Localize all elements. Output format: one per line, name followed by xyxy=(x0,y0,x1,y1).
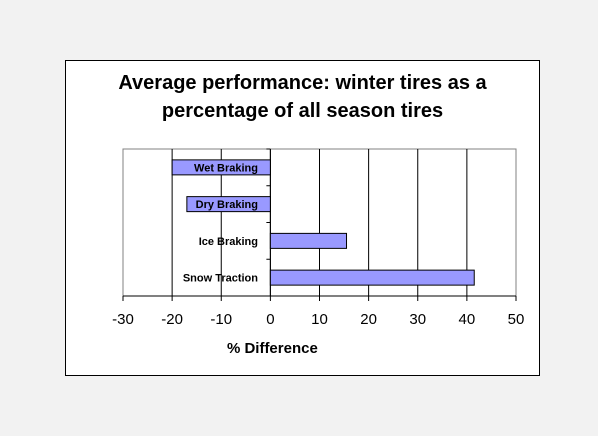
x-tick-label: 0 xyxy=(266,311,274,328)
chart-frame: Average performance: winter tires as a p… xyxy=(65,60,540,376)
category-label: Wet Braking xyxy=(194,162,258,174)
bar-chart: -30 -20 -10 0 10 20 30 40 50 % Difference Wet Brak… xyxy=(112,148,525,357)
category-label: Dry Braking xyxy=(196,199,258,211)
x-tick-label: 40 xyxy=(459,311,476,328)
bar xyxy=(171,159,271,176)
category-label: Snow Traction xyxy=(183,273,258,285)
chart-title-line-2: percentage of all season tires xyxy=(161,100,444,122)
category-label: Ice Braking xyxy=(199,236,258,248)
x-tick-label: -20 xyxy=(161,311,183,328)
bar xyxy=(269,232,348,249)
x-axis-title: % Difference xyxy=(227,340,318,357)
x-tick-label: -10 xyxy=(210,311,232,328)
bar xyxy=(186,196,271,213)
x-tick-label: 20 xyxy=(360,311,377,328)
chart-title-line-1: Average performance: winter tires as a xyxy=(118,72,487,94)
x-tick-label: -30 xyxy=(112,311,134,328)
x-tick-label: 10 xyxy=(311,311,328,328)
x-tick-label: 50 xyxy=(508,311,525,328)
bar xyxy=(269,269,475,286)
x-tick-label: 30 xyxy=(409,311,426,328)
